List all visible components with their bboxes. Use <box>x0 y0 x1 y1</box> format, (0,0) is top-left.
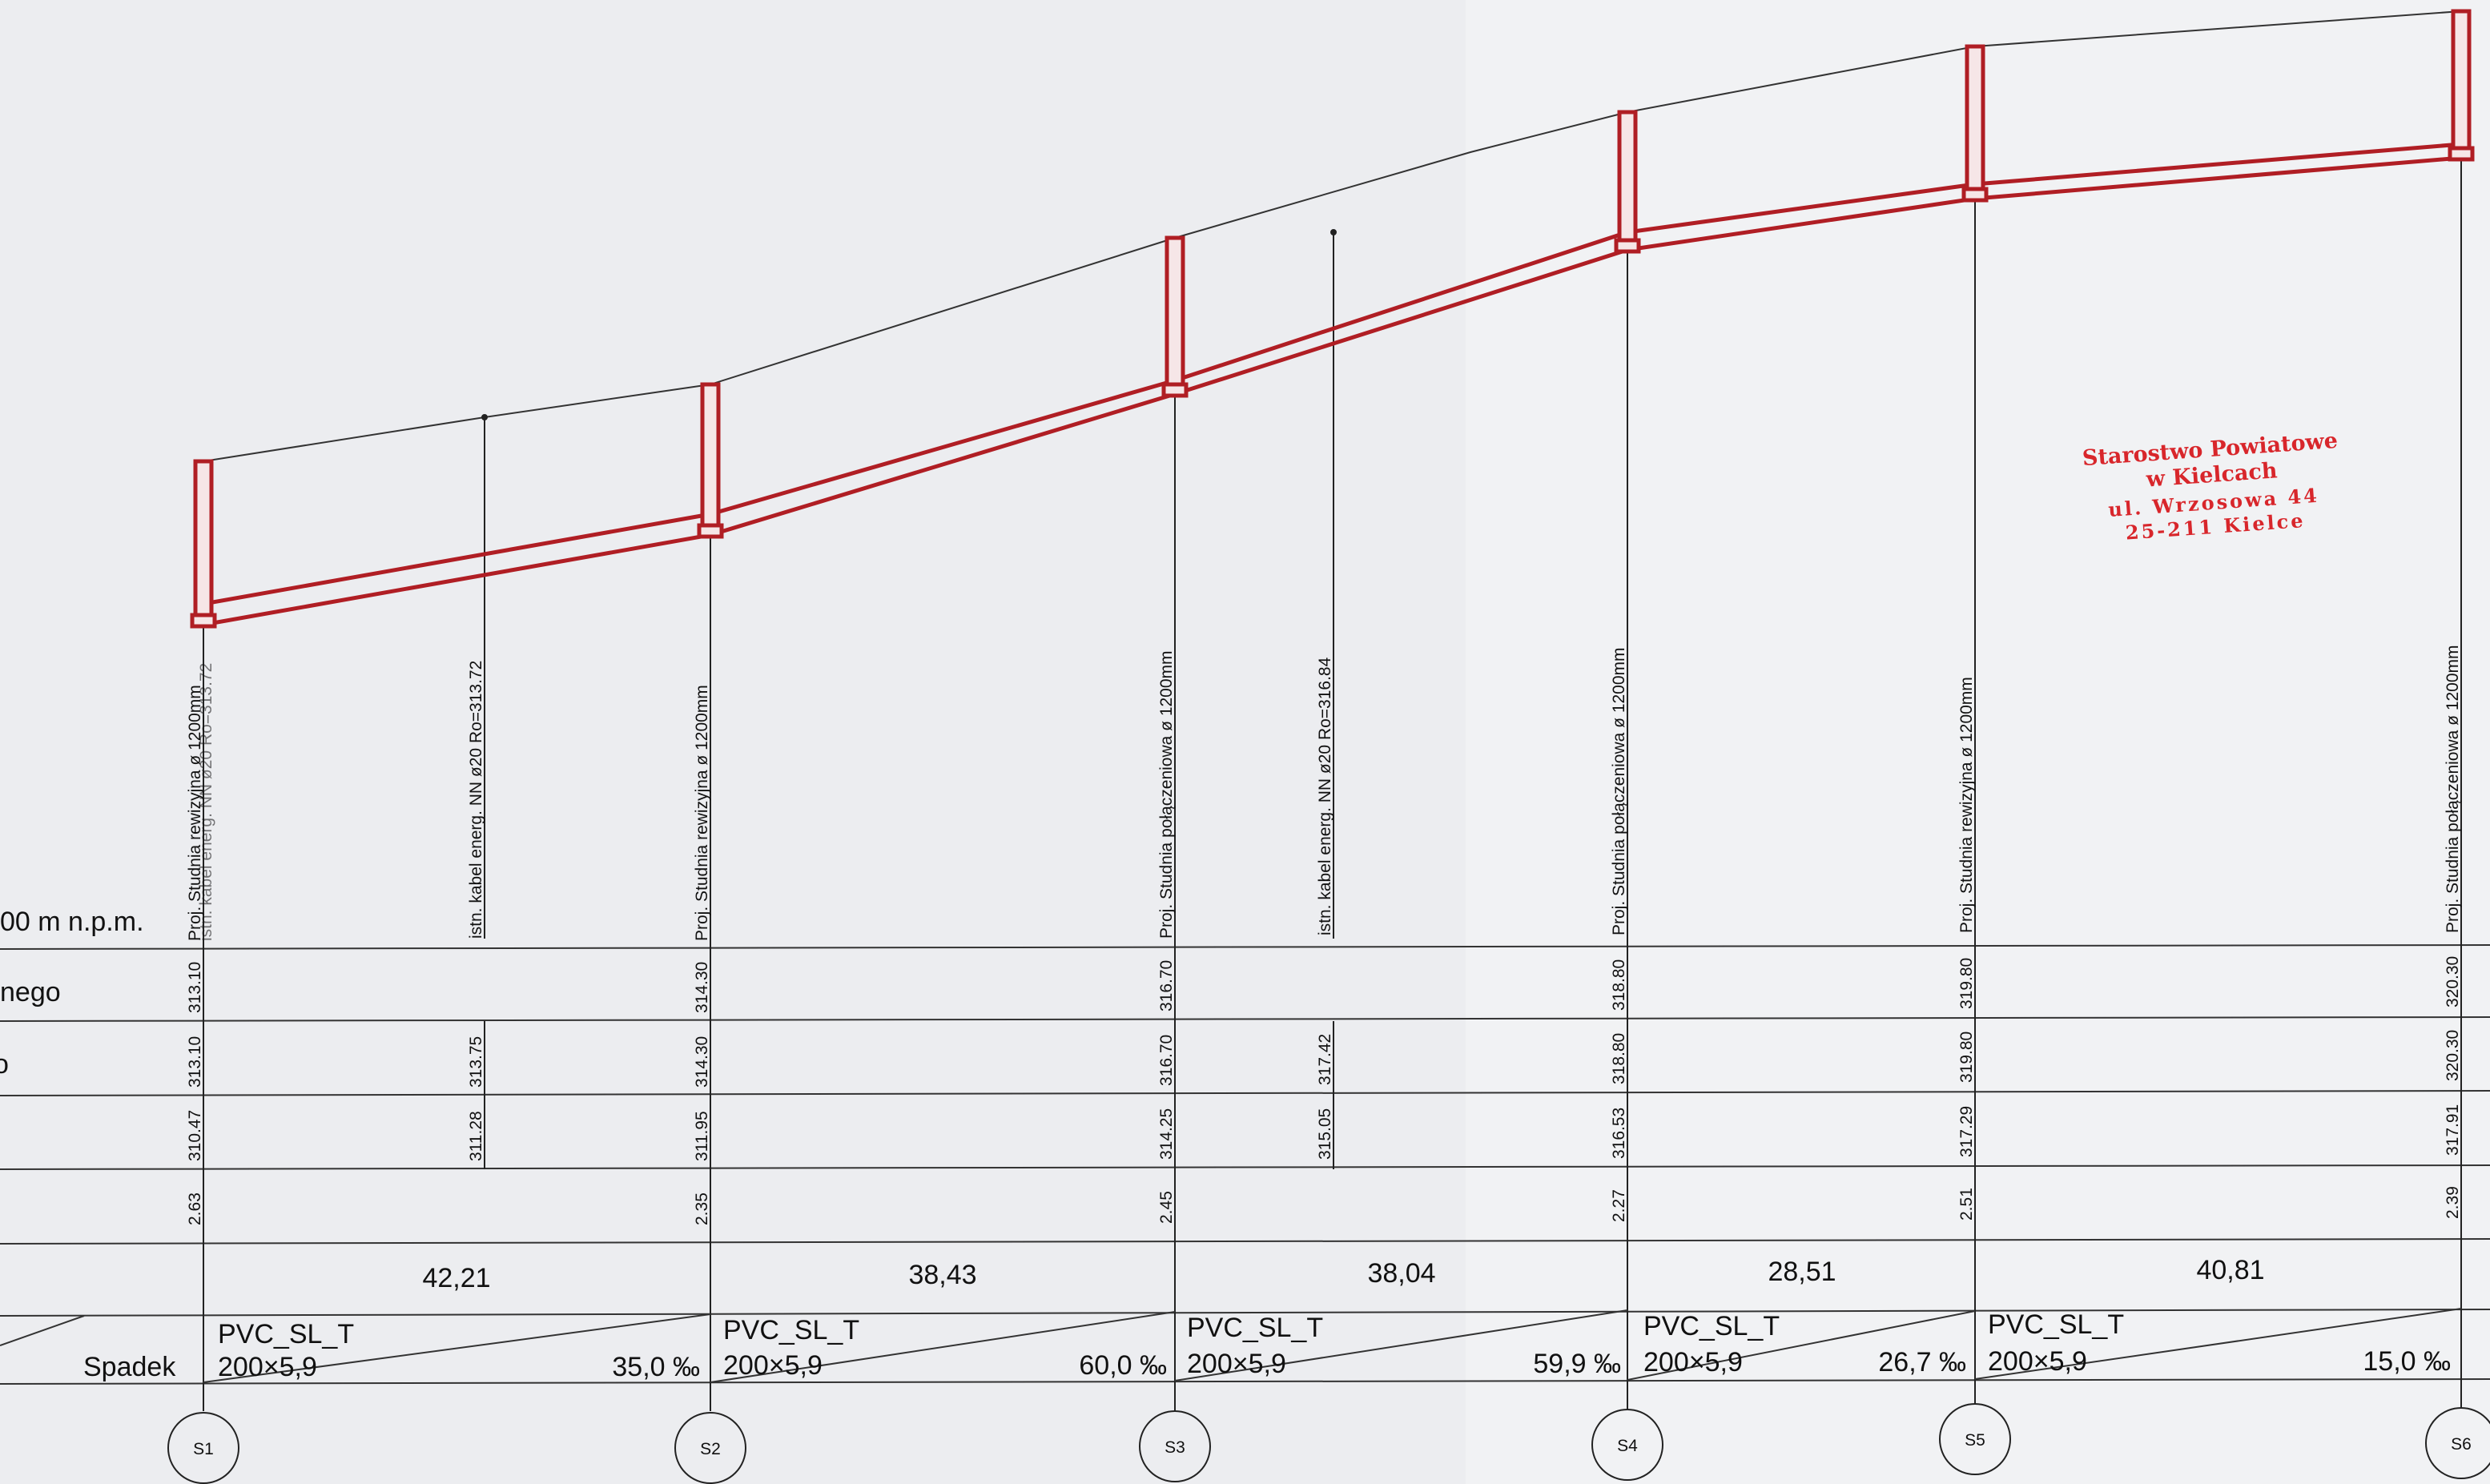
terrain-s3: 316.70 <box>1157 960 1176 1011</box>
depth-s3: 2.45 <box>1157 1191 1176 1224</box>
well-marker-s5: S5 <box>1939 1403 2011 1475</box>
well-desc-s1: Proj. Studnia rewizyjna ø 1200mm <box>186 685 204 941</box>
section-size-5: 200×5,9 <box>1988 1346 2087 1377</box>
distance-4: 28,51 <box>1768 1257 1836 1287</box>
section-slope-4: 26,7 ‰ <box>1878 1347 1966 1377</box>
design-s5: 319.80 <box>1957 1032 1976 1083</box>
well-id-s1: S1 <box>193 1440 214 1458</box>
slope-diagonals <box>0 1308 2462 1383</box>
design-s3: 316.70 <box>1157 1035 1176 1086</box>
bottom-crossing-2: 315.05 <box>1316 1108 1334 1160</box>
depth-s2: 2.35 <box>693 1192 711 1225</box>
row-label-partial: o <box>0 1049 9 1080</box>
bottom-s3: 314.25 <box>1157 1108 1176 1160</box>
distance-5: 40,81 <box>2196 1255 2264 1285</box>
crossing-lines <box>481 229 1337 1169</box>
well-marker-s6: S6 <box>2425 1407 2490 1479</box>
well-id-s6: S6 <box>2451 1435 2472 1454</box>
crossing-desc-overlap-s1: istn. kabel energ. NN ø20 Ro=313.72 <box>197 663 215 941</box>
design-s1: 313.10 <box>186 1036 204 1088</box>
section-material-3: PVC_SL_T <box>1187 1313 1323 1343</box>
section-slope-1: 35,0 ‰ <box>612 1352 700 1382</box>
well-vertical-lines <box>203 11 2462 1411</box>
well-desc-s4: Proj. Studnia połączeniowa ø 1200mm <box>1610 647 1628 935</box>
design-s4: 318.80 <box>1610 1033 1628 1084</box>
depth-s6: 2.39 <box>2444 1186 2462 1219</box>
depth-s4: 2.27 <box>1610 1189 1628 1222</box>
terrain-s2: 314.30 <box>693 962 711 1013</box>
terrain-s6: 320.30 <box>2444 956 2462 1007</box>
well-desc-s5: Proj. Studnia rewizyjna ø 1200mm <box>1957 677 1976 933</box>
well-marker-s2: S2 <box>674 1412 746 1484</box>
sewer-pipe <box>203 142 2462 627</box>
section-slope-5: 15,0 ‰ <box>2363 1346 2451 1377</box>
section-material-5: PVC_SL_T <box>1988 1309 2124 1340</box>
design-s2: 314.30 <box>693 1036 711 1088</box>
section-material-2: PVC_SL_T <box>723 1315 859 1345</box>
well-desc-s2: Proj. Studnia rewizyjna ø 1200mm <box>693 685 711 941</box>
bottom-s5: 317.29 <box>1957 1106 1976 1157</box>
section-material-1: PVC_SL_T <box>218 1319 354 1349</box>
design-s6: 320.30 <box>2444 1030 2462 1081</box>
section-slope-2: 60,0 ‰ <box>1079 1350 1167 1381</box>
design-crossing-1: 313.75 <box>467 1036 485 1088</box>
bottom-s4: 316.53 <box>1610 1108 1628 1159</box>
row-label-datum: 00 m n.p.m. <box>0 907 144 937</box>
section-size-4: 200×5,9 <box>1643 1347 1743 1377</box>
bottom-s2: 311.95 <box>693 1111 711 1161</box>
well-marker-s4: S4 <box>1591 1409 1663 1481</box>
section-material-4: PVC_SL_T <box>1643 1311 1780 1341</box>
well-markers: S1 S2 S3 S4 S5 S6 <box>167 1403 2490 1484</box>
well-marker-s1: S1 <box>167 1412 239 1484</box>
bottom-s1: 310.47 <box>186 1110 204 1161</box>
well-desc-s3: Proj. Studnia połączeniowa ø 1200mm <box>1157 650 1176 939</box>
depth-s1: 2.63 <box>186 1192 204 1225</box>
terrain-s4: 318.80 <box>1610 959 1628 1011</box>
design-crossing-2: 317.42 <box>1316 1034 1334 1085</box>
terrain-s1: 313.10 <box>186 962 204 1013</box>
manholes <box>190 9 2475 629</box>
crossing-desc-2: istn. kabel energ. NN ø20 Ro=316.84 <box>1316 657 1334 935</box>
well-id-s3: S3 <box>1165 1438 1185 1457</box>
terrain-line <box>203 10 2462 462</box>
bottom-s6: 317.91 <box>2444 1104 2462 1156</box>
table-grid <box>0 944 2490 1385</box>
well-id-s5: S5 <box>1965 1431 1985 1450</box>
row-label-terrain: nego <box>0 977 61 1007</box>
well-id-s2: S2 <box>700 1440 721 1458</box>
well-desc-s6: Proj. Studnia połączeniowa ø 1200mm <box>2444 645 2462 933</box>
section-size-3: 200×5,9 <box>1187 1349 1286 1379</box>
bottom-crossing-1: 311.28 <box>467 1111 485 1161</box>
distance-2: 38,43 <box>908 1260 976 1290</box>
well-marker-s3: S3 <box>1139 1410 1211 1482</box>
distance-1: 42,21 <box>422 1263 490 1293</box>
section-size-1: 200×5,9 <box>218 1352 317 1382</box>
crossing-desc-1: istn. kabel energ. NN ø20 Ro=313.72 <box>467 661 485 939</box>
well-id-s4: S4 <box>1617 1437 1638 1455</box>
terrain-s5: 319.80 <box>1957 958 1976 1009</box>
distance-3: 38,04 <box>1367 1258 1435 1289</box>
section-slope-3: 59,9 ‰ <box>1533 1349 1621 1379</box>
section-size-2: 200×5,9 <box>723 1350 823 1381</box>
depth-s5: 2.51 <box>1957 1188 1976 1221</box>
row-label-slope: Spadek <box>83 1352 176 1382</box>
